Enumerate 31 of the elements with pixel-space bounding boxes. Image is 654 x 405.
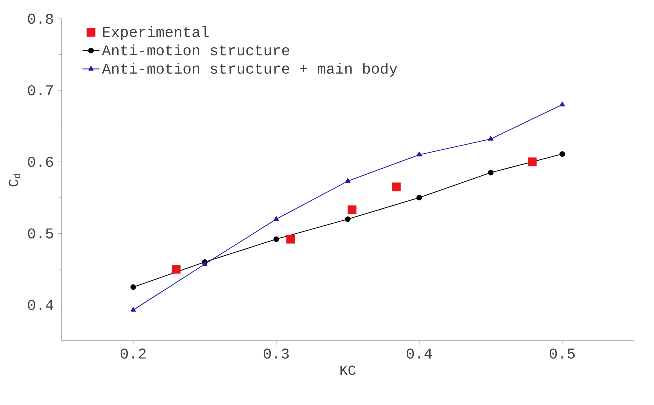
point (488, 170, 494, 176)
y-tick-label: 0.4 (28, 300, 54, 310)
point (274, 236, 280, 242)
y-tick-label: 0.6 (28, 157, 54, 168)
point (416, 195, 422, 201)
point (560, 151, 566, 158)
x-tick-label: 0.4 (406, 348, 432, 359)
x-tick-label: 0.2 (120, 348, 146, 359)
point (345, 178, 351, 184)
x-tick-label: 0.5 (550, 348, 575, 359)
y-tick-label: 0.8 (28, 14, 54, 24)
point (172, 265, 181, 274)
point (560, 102, 566, 107)
point (286, 235, 296, 244)
point (130, 307, 136, 312)
point (130, 284, 136, 290)
y-tick-label: 0.5 (28, 228, 54, 239)
point (528, 158, 537, 166)
point (348, 206, 357, 214)
legend-label: Anti-motion structure + main body (102, 63, 398, 77)
point (416, 152, 422, 157)
y-tick-label: 0.7 (28, 85, 54, 96)
point (392, 182, 402, 192)
x-axis-title: KC (340, 366, 356, 376)
y-axis-title: C$_{d}$ (8, 174, 20, 187)
x-tick-label: 0.3 (264, 348, 289, 359)
legend-label: Experimental (103, 26, 209, 40)
point (274, 216, 280, 222)
point (488, 136, 494, 141)
point (345, 216, 351, 222)
legend-label: Anti-motion structure (102, 44, 290, 56)
